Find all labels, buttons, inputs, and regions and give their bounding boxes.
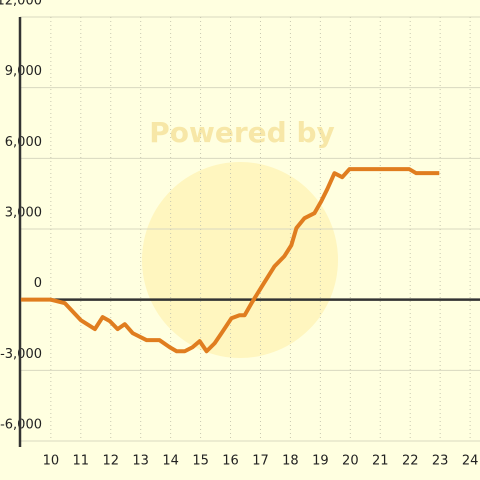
x-tick-label: 20	[342, 454, 359, 469]
x-tick-label: 15	[192, 454, 209, 469]
x-tick-label: 17	[252, 454, 269, 469]
y-tick-label: 12,000	[0, 0, 42, 9]
x-tick-label: 19	[312, 454, 329, 469]
x-tick-label: 12	[102, 454, 119, 469]
x-tick-label: 13	[132, 454, 149, 469]
data-line	[20, 167, 440, 354]
watermark-text: Powered by	[149, 116, 335, 149]
y-tick-label: 9,000	[5, 64, 42, 79]
y-tick-label: 0	[34, 276, 42, 291]
watermark-logo	[142, 162, 338, 358]
x-tick-label: 21	[372, 454, 389, 469]
y-tick-label: 3,000	[5, 206, 42, 221]
y-tick-label: 6,000	[5, 135, 42, 150]
x-tick-label: 11	[73, 454, 90, 469]
watermark-circle	[142, 162, 338, 358]
x-tick-label: 24	[462, 454, 479, 469]
x-tick-label: 18	[282, 454, 299, 469]
x-tick-label: 22	[402, 454, 419, 469]
x-tick-label: 16	[222, 454, 239, 469]
x-tick-label: 14	[162, 454, 179, 469]
x-tick-label: 10	[43, 454, 60, 469]
x-tick-label: 23	[432, 454, 449, 469]
